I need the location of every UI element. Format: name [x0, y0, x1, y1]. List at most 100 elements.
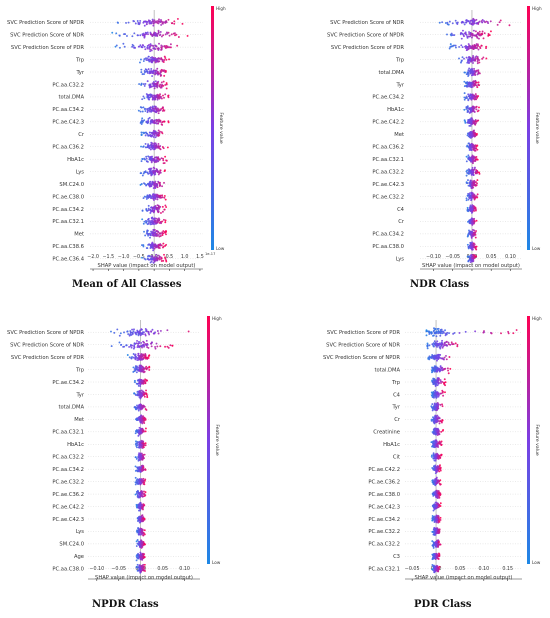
shap-point: [146, 158, 148, 160]
shap-point: [473, 242, 475, 244]
shap-point: [164, 93, 166, 95]
shap-point: [140, 407, 142, 409]
shap-point: [475, 255, 477, 257]
shap-point: [143, 223, 145, 225]
x-tick-label: −0.5: [133, 254, 145, 260]
shap-point: [140, 355, 142, 357]
shap-point: [490, 30, 492, 32]
shap-point: [471, 249, 473, 251]
shap-point: [153, 256, 155, 258]
shap-point: [160, 57, 162, 59]
shap-point: [470, 147, 472, 149]
shap-point: [481, 45, 483, 47]
shap-point: [143, 172, 145, 174]
shap-point: [151, 110, 153, 112]
colorbar-title: Feature value: [218, 112, 224, 144]
shap-point: [144, 529, 146, 531]
shap-point: [144, 381, 146, 383]
shap-point: [149, 255, 151, 257]
shap-point: [165, 20, 167, 22]
shap-point: [158, 247, 160, 249]
shap-point: [490, 20, 492, 22]
shap-point: [147, 95, 149, 97]
shap-point: [434, 367, 436, 369]
feature-label: Met: [74, 232, 84, 238]
shap-point: [144, 46, 146, 48]
shap-point: [150, 32, 152, 34]
shap-point: [139, 459, 141, 461]
shap-point: [147, 233, 149, 235]
shap-point: [464, 92, 466, 94]
shap-point: [158, 58, 160, 60]
shap-point: [432, 335, 434, 337]
shap-point: [485, 57, 487, 59]
shap-point: [439, 22, 441, 24]
shap-point: [476, 73, 478, 75]
shap-point: [432, 419, 434, 421]
shap-point: [468, 48, 470, 50]
shap-point: [469, 157, 471, 159]
shap-point: [155, 143, 157, 145]
shap-point: [467, 193, 469, 195]
shap-point: [164, 346, 166, 348]
shap-point: [158, 48, 160, 50]
shap-point: [132, 20, 134, 22]
feature-label: PC.ae.C42.3: [372, 182, 404, 188]
shap-point: [147, 171, 149, 173]
shap-point: [137, 441, 139, 443]
shap-point: [158, 43, 160, 45]
shap-point: [145, 430, 147, 432]
shap-point: [466, 197, 468, 199]
shap-point: [136, 540, 138, 542]
shap-point: [449, 368, 451, 370]
shap-point: [452, 333, 454, 335]
shap-point: [435, 344, 437, 346]
shap-point: [140, 419, 142, 421]
shap-point: [136, 559, 138, 561]
shap-point: [158, 333, 160, 335]
shap-point: [442, 405, 444, 407]
shap-point: [472, 81, 474, 83]
shap-point: [135, 23, 137, 25]
shap-point: [144, 417, 146, 419]
shap-point: [148, 58, 150, 60]
shap-point: [146, 409, 148, 411]
shap-point: [143, 197, 145, 199]
shap-point: [470, 108, 472, 110]
shap-point: [430, 356, 432, 358]
shap-point: [468, 62, 470, 64]
shap-point: [437, 343, 439, 345]
shap-point: [178, 36, 180, 38]
feature-label: SVC Prediction Score of NPDR: [323, 355, 400, 361]
shap-point: [440, 345, 442, 347]
shap-point: [156, 20, 158, 22]
shap-point: [470, 72, 472, 74]
feature-label: Lys: [396, 257, 404, 263]
shap-point: [436, 379, 438, 381]
shap-point: [465, 331, 467, 333]
shap-point: [149, 132, 151, 134]
shap-point: [124, 33, 126, 35]
shap-point: [150, 85, 152, 87]
shap-point: [147, 223, 149, 225]
shap-point: [464, 121, 466, 123]
shap-point: [150, 70, 152, 72]
shap-point: [161, 157, 163, 159]
shap-point: [509, 24, 511, 26]
shap-point: [471, 232, 473, 234]
x-tick-label: −2.0: [87, 254, 99, 260]
shap-point: [139, 34, 141, 36]
shap-point: [164, 232, 166, 234]
shap-point: [146, 380, 148, 382]
shap-point: [137, 394, 139, 396]
feature-label: PC.aa.C32.1: [52, 219, 84, 225]
shap-point: [154, 172, 156, 174]
shap-point: [475, 249, 477, 251]
shap-point: [466, 47, 468, 49]
shap-point: [161, 48, 163, 50]
shap-point: [145, 59, 147, 61]
shap-point: [177, 18, 179, 20]
feature-label: SVC Prediction Score of PDR: [11, 355, 84, 361]
shap-point: [142, 454, 144, 456]
shap-point: [140, 71, 142, 73]
